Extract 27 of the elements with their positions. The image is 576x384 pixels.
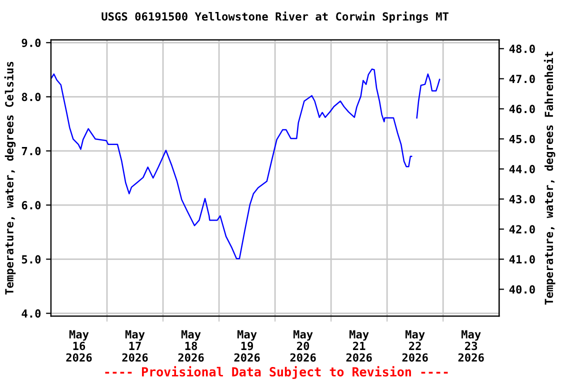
y2-tick-label: 48.0 <box>509 44 535 54</box>
y2-tick-label: 47.0 <box>509 74 535 84</box>
y-tick-label: 9.0 <box>22 38 41 48</box>
y2-tick-label: 44.0 <box>509 164 535 174</box>
y2-tick-label: 46.0 <box>509 104 535 114</box>
y-tick-label: 4.0 <box>22 309 41 318</box>
y-tick-label: 6.0 <box>22 201 41 210</box>
chart-title: USGS 06191500 Yellowstone River at Corwin Springs MT <box>102 11 448 23</box>
y2-tick-label: 41.0 <box>509 255 535 264</box>
y2-tick-label: 40.0 <box>509 285 535 294</box>
x-tick-label: May 18 2026 <box>178 330 204 362</box>
y2-axis-title: Temperature, water, degrees Fahrenheit <box>544 52 556 305</box>
y2-tick-label: 43.0 <box>509 195 535 204</box>
x-tick-label: May 21 2026 <box>346 330 372 362</box>
x-tick-label: May 20 2026 <box>290 330 316 362</box>
y-axis-title: Temperature, water, degrees Celsius <box>4 62 16 295</box>
y-tick-label: 8.0 <box>22 92 41 102</box>
y2-tick-label: 45.0 <box>509 134 535 144</box>
x-tick-label: May 16 2026 <box>66 330 92 362</box>
y2-tick-label: 42.0 <box>509 225 535 234</box>
x-tick-label: May 19 2026 <box>234 330 260 362</box>
x-tick-label: May 22 2026 <box>402 330 428 362</box>
y-tick-label: 7.0 <box>22 146 41 156</box>
text: ---- Provisional Data Subject to Revision ---- <box>105 366 448 379</box>
y-tick-label: 5.0 <box>22 255 41 264</box>
x-tick-label: May 23 2026 <box>458 330 484 362</box>
x-tick-label: May 17 2026 <box>122 330 148 362</box>
